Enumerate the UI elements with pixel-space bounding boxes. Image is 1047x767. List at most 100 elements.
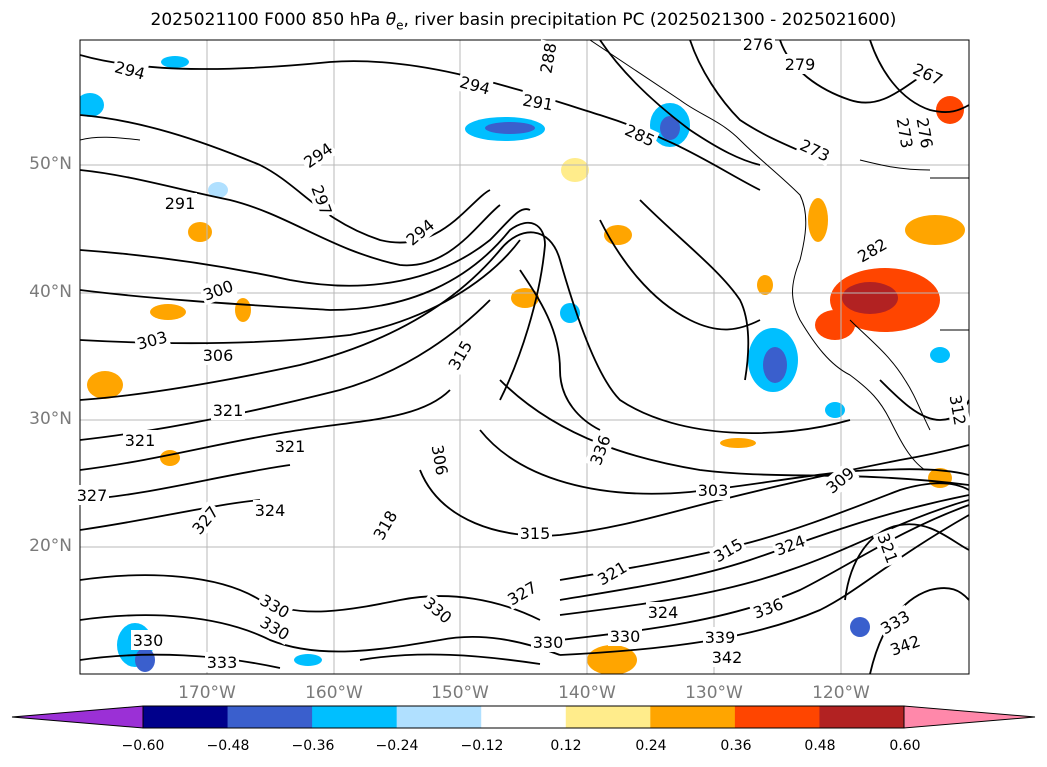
colorbar-tick-label: −0.24 [375, 738, 419, 754]
contour-label-bg [696, 480, 730, 500]
contour-label-bg [273, 436, 307, 456]
contour-label: 306 [203, 346, 234, 365]
lon-label-120w: 120°W [812, 683, 870, 703]
contour-label-bg [795, 133, 835, 167]
contour-label-bg [442, 335, 478, 375]
contour-label-bg [852, 232, 892, 268]
colorbar-tick-label: −0.60 [121, 738, 165, 754]
colorbar-tick-label: 0.12 [550, 738, 582, 754]
colorbar-segment [819, 706, 905, 728]
contour-label-bg [400, 213, 440, 251]
colorbar-tick-label: −0.48 [206, 738, 250, 754]
lon-label-140w: 140°W [558, 683, 616, 703]
contour-label: 324 [648, 603, 679, 622]
lon-label-170w: 170°W [178, 683, 236, 703]
contour-label-bg [875, 604, 915, 640]
contour-label-bg [710, 647, 744, 667]
contour-label-bg [912, 114, 938, 152]
theta-e-contours [80, 40, 969, 674]
contour-label: 291 [165, 194, 196, 213]
lat-label-20n: 20°N [29, 536, 72, 556]
contour-label: 303 [698, 481, 729, 500]
contour-label-bg [770, 529, 810, 561]
contour-label: 330 [533, 633, 564, 652]
contour-label-bg [708, 532, 748, 568]
contour-label-bg [306, 180, 338, 220]
coastlines [80, 40, 969, 471]
contour-label: 315 [520, 524, 551, 543]
contour-label-bg [703, 627, 737, 647]
contour-label-bg [427, 441, 453, 479]
contour-label-bg [186, 500, 224, 540]
colorbar-segment [396, 706, 482, 728]
colorbar-tick-label: −0.36 [291, 738, 335, 754]
contour-label-bg [255, 610, 295, 646]
contour-label: 327 [77, 486, 108, 505]
contour-label: 333 [207, 653, 238, 672]
colorbar-tick-label: 0.24 [635, 738, 667, 754]
contour-label-bg [741, 34, 775, 54]
colorbar-extend-left [11, 705, 144, 729]
contour-label-bg [748, 592, 788, 624]
contour-label: 330 [133, 631, 164, 650]
colorbar-extend-right [903, 705, 1036, 729]
contour-label-bg [620, 118, 660, 152]
precip-shading [80, 56, 965, 674]
lon-label-130w: 130°W [685, 683, 743, 703]
contour-label-bg [75, 485, 109, 505]
lat-label-30n: 30°N [29, 409, 72, 429]
colorbar-segment [312, 706, 398, 728]
contour-label-bg [131, 630, 165, 650]
map-frame [79, 39, 970, 675]
contour-label-bg [945, 391, 971, 429]
contour-label-bg [535, 39, 561, 77]
contour-label-bg [608, 626, 642, 646]
contour-label-bg [163, 193, 197, 213]
colorbar-tick-label: 0.36 [720, 738, 752, 754]
lat-label-40n: 40°N [29, 282, 72, 302]
lon-label-150w: 150°W [431, 683, 489, 703]
contour-label-bg [201, 345, 235, 365]
colorbar-tick-label: 0.60 [889, 738, 921, 754]
contour-label-bg [455, 70, 495, 100]
contour-label-bg [908, 57, 948, 91]
contour-label: 276 [743, 35, 774, 54]
contour-label-bg [123, 430, 157, 450]
colorbar-segment [481, 706, 567, 728]
contour-label-bg [783, 54, 817, 74]
colorbar-segment [143, 706, 229, 728]
contour-label-bg [418, 591, 458, 629]
colorbar-segment [565, 706, 651, 728]
contour-label-bg [885, 629, 925, 661]
contour-label-bg [518, 523, 552, 543]
contour-label: 324 [255, 501, 286, 520]
contour-label-bg [367, 505, 403, 545]
colorbar-frame [142, 705, 905, 729]
lat-label-50n: 50°N [29, 154, 72, 174]
colorbar-tick-label: −0.12 [460, 738, 504, 754]
contour-label: 321 [213, 401, 244, 420]
contour-label-bg [820, 461, 860, 499]
colorbar-segment [734, 706, 820, 728]
contour-label-bg [298, 137, 338, 173]
colorbar [11, 705, 1036, 729]
contour-label-bg [253, 500, 287, 520]
contour-label: 279 [785, 55, 816, 74]
contour-label: 330 [610, 627, 641, 646]
contour-label-bg [872, 528, 904, 568]
contour-label-bg [531, 632, 565, 652]
contour-label-bg [198, 274, 238, 306]
contour-label-bg [502, 575, 542, 611]
contour-label-bg [110, 55, 150, 85]
contour-label: 339 [705, 628, 736, 647]
contour-label-bg [892, 114, 918, 152]
contour-label-bg [132, 325, 172, 355]
contour-label: 321 [275, 437, 306, 456]
contour-label-bg [646, 602, 680, 622]
contour-label-bg [205, 652, 239, 672]
contour-label-bg [592, 555, 632, 591]
figure-title: 2025021100 F000 850 hPa θe, river basin … [150, 10, 897, 33]
colorbar-tick-label: 0.48 [804, 738, 836, 754]
contour-label-bg [584, 430, 616, 470]
